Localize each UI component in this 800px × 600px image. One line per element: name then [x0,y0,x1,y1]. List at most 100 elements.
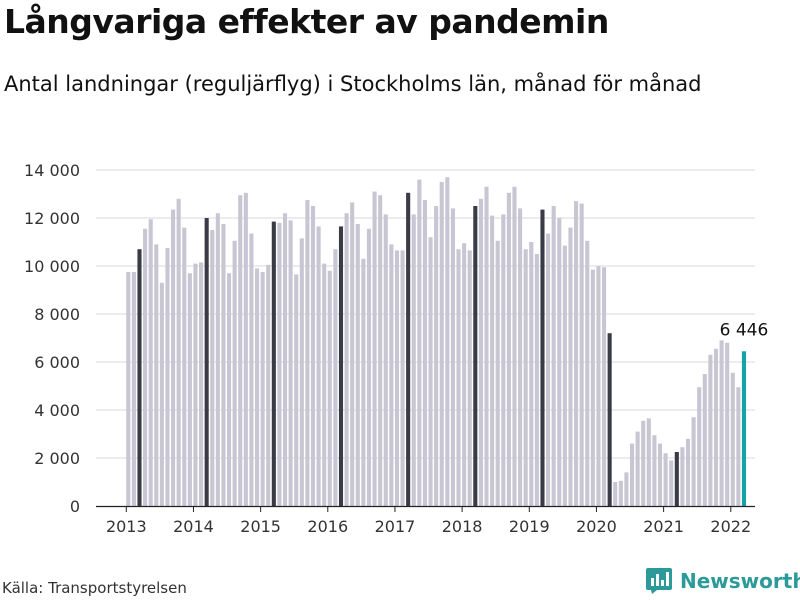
bar [713,348,719,506]
bar [288,220,293,506]
bar [204,218,209,506]
bar [708,354,713,506]
bar [210,230,215,506]
bar [445,177,450,506]
bar [512,186,517,507]
bar [310,206,316,506]
bars [126,177,747,507]
bar [697,387,702,506]
last-value-label: 6 446 [720,320,769,340]
bar [607,333,612,506]
bar [652,435,657,506]
bar [159,282,164,506]
bar [669,460,674,506]
bar [719,340,724,506]
bar [411,214,416,506]
bar [131,272,136,506]
y-tick-label: 14 000 [24,161,80,180]
bar [305,200,310,506]
bar [327,270,332,506]
bar [137,249,142,506]
bar [562,245,567,506]
bar [741,351,747,506]
bar [529,242,534,506]
bar [294,274,299,506]
bar [635,431,640,506]
bar [523,249,528,506]
bar [450,208,455,506]
bar [685,438,691,506]
bar [540,209,545,506]
bar [406,192,411,507]
bar [372,191,377,506]
bar [238,195,243,506]
bar [366,228,372,507]
bar [613,482,618,506]
bar [215,213,220,506]
brand-name: Newsworthy [680,569,800,593]
y-tick-label: 6 000 [34,353,80,372]
bar [568,227,573,506]
bar [171,209,176,506]
bar [506,192,511,507]
bar [277,222,282,507]
bar [227,273,232,506]
bar [674,452,679,506]
bar [417,179,422,506]
bar [462,243,467,506]
bar [254,268,260,506]
bar [271,221,276,506]
bar [165,248,170,506]
bar [361,258,366,506]
bar [478,198,483,507]
bar [551,206,556,506]
bar [350,202,355,506]
x-tick-label: 2015 [240,517,281,536]
bar [725,342,730,506]
bar [260,272,265,506]
brand-logo: Newsworthy [646,568,800,594]
bar [495,240,500,507]
x-tick-label: 2018 [442,517,483,536]
bar [199,262,204,506]
x-tick-label: 2013 [106,517,147,536]
bar [618,480,623,506]
bar [691,417,696,506]
bar [680,447,685,506]
bar [641,420,646,506]
y-tick-label: 10 000 [24,257,80,276]
x-tick-label: 2014 [173,517,214,536]
bar [501,214,506,506]
bar [378,195,383,506]
chart-title: Långvariga effekter av pandemin [4,2,609,41]
bar [355,224,360,506]
bar [221,224,226,506]
bar [484,186,489,507]
bar [657,443,663,506]
bar [389,244,394,506]
y-tick-label: 0 [70,497,80,516]
bar [249,233,254,506]
bar [182,227,187,506]
bar [546,233,551,506]
bar [428,237,433,506]
bar [557,218,562,506]
x-tick-label: 2021 [643,517,684,536]
bar [344,213,349,506]
bar [456,249,461,506]
bar [624,472,629,506]
bar [473,206,478,506]
bar [193,263,198,506]
bar [187,273,192,506]
newsworthy-logo-icon [646,568,672,594]
bar [394,250,400,506]
bar [467,250,472,506]
bar [422,200,427,506]
bar [574,201,579,506]
bar [579,203,584,506]
y-tick-label: 8 000 [34,305,80,324]
bar [596,266,601,506]
bar [243,192,248,507]
bar [154,244,159,506]
